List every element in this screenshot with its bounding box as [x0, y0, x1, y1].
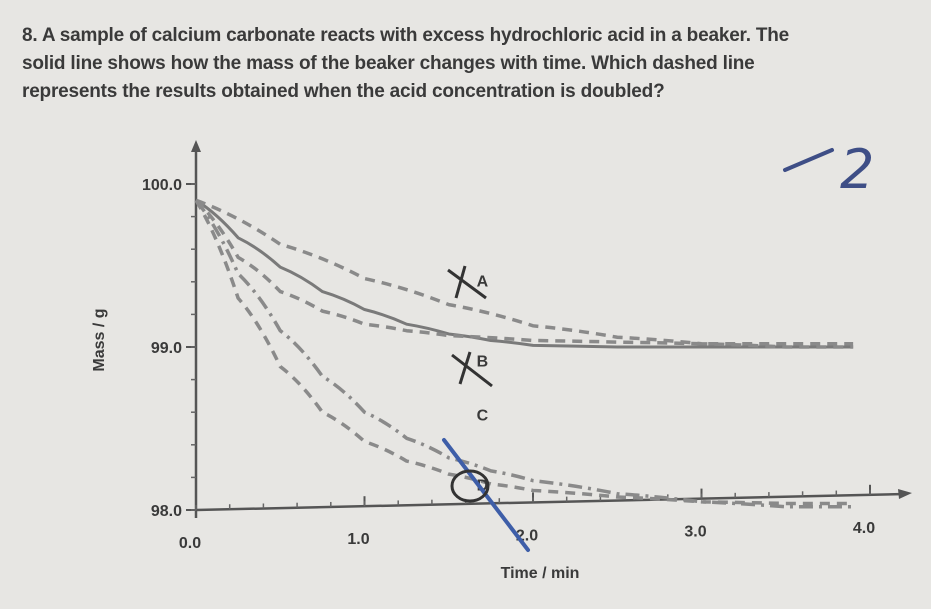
y-tick-label-2: 100.0: [142, 177, 182, 194]
curve-label-b: B: [477, 354, 489, 371]
curve-b: [194, 199, 854, 346]
curve-solid: [195, 199, 854, 349]
x-tick-label-0: 0.0: [179, 535, 201, 552]
handwritten-marks: 2: [442, 138, 874, 552]
x-tick-label-4: 4.0: [853, 520, 875, 537]
curve-label-d: D: [477, 477, 489, 494]
y-axis-arrow: [191, 140, 201, 152]
curve-c: [194, 199, 854, 509]
score-mark: 2: [840, 138, 874, 201]
x-tick-label-3: 3.0: [684, 524, 706, 541]
curve-a: [195, 198, 854, 349]
x-tick-label-1: 1.0: [347, 531, 369, 548]
question-text: 8. A sample of calcium carbonate reacts …: [22, 22, 902, 106]
curve-d: [194, 199, 854, 506]
cross-out-b: [451, 351, 493, 388]
x-axis-title: Time / min: [501, 565, 580, 582]
question-line-2: solid line shows how the mass of the bea…: [22, 53, 755, 74]
cross-out-a: [447, 265, 487, 300]
y-tick-label-1: 99.0: [151, 340, 182, 357]
answer-circle: [450, 469, 490, 503]
question-line-3: represents the results obtained when the…: [22, 81, 665, 102]
curve-label-a: A: [477, 274, 489, 291]
curves: [194, 198, 854, 509]
tick-mark-stroke: [783, 148, 834, 172]
y-tick-label-0: 98.0: [151, 503, 182, 520]
curve-labels: A B C D: [477, 274, 489, 495]
y-axis-title: Mass / g: [91, 308, 108, 371]
x-axis-line: [195, 492, 906, 512]
axes: [191, 140, 912, 518]
question-line-1: 8. A sample of calcium carbonate reacts …: [22, 25, 790, 46]
x-axis-arrow: [898, 489, 912, 499]
curve-label-c: C: [477, 407, 489, 424]
